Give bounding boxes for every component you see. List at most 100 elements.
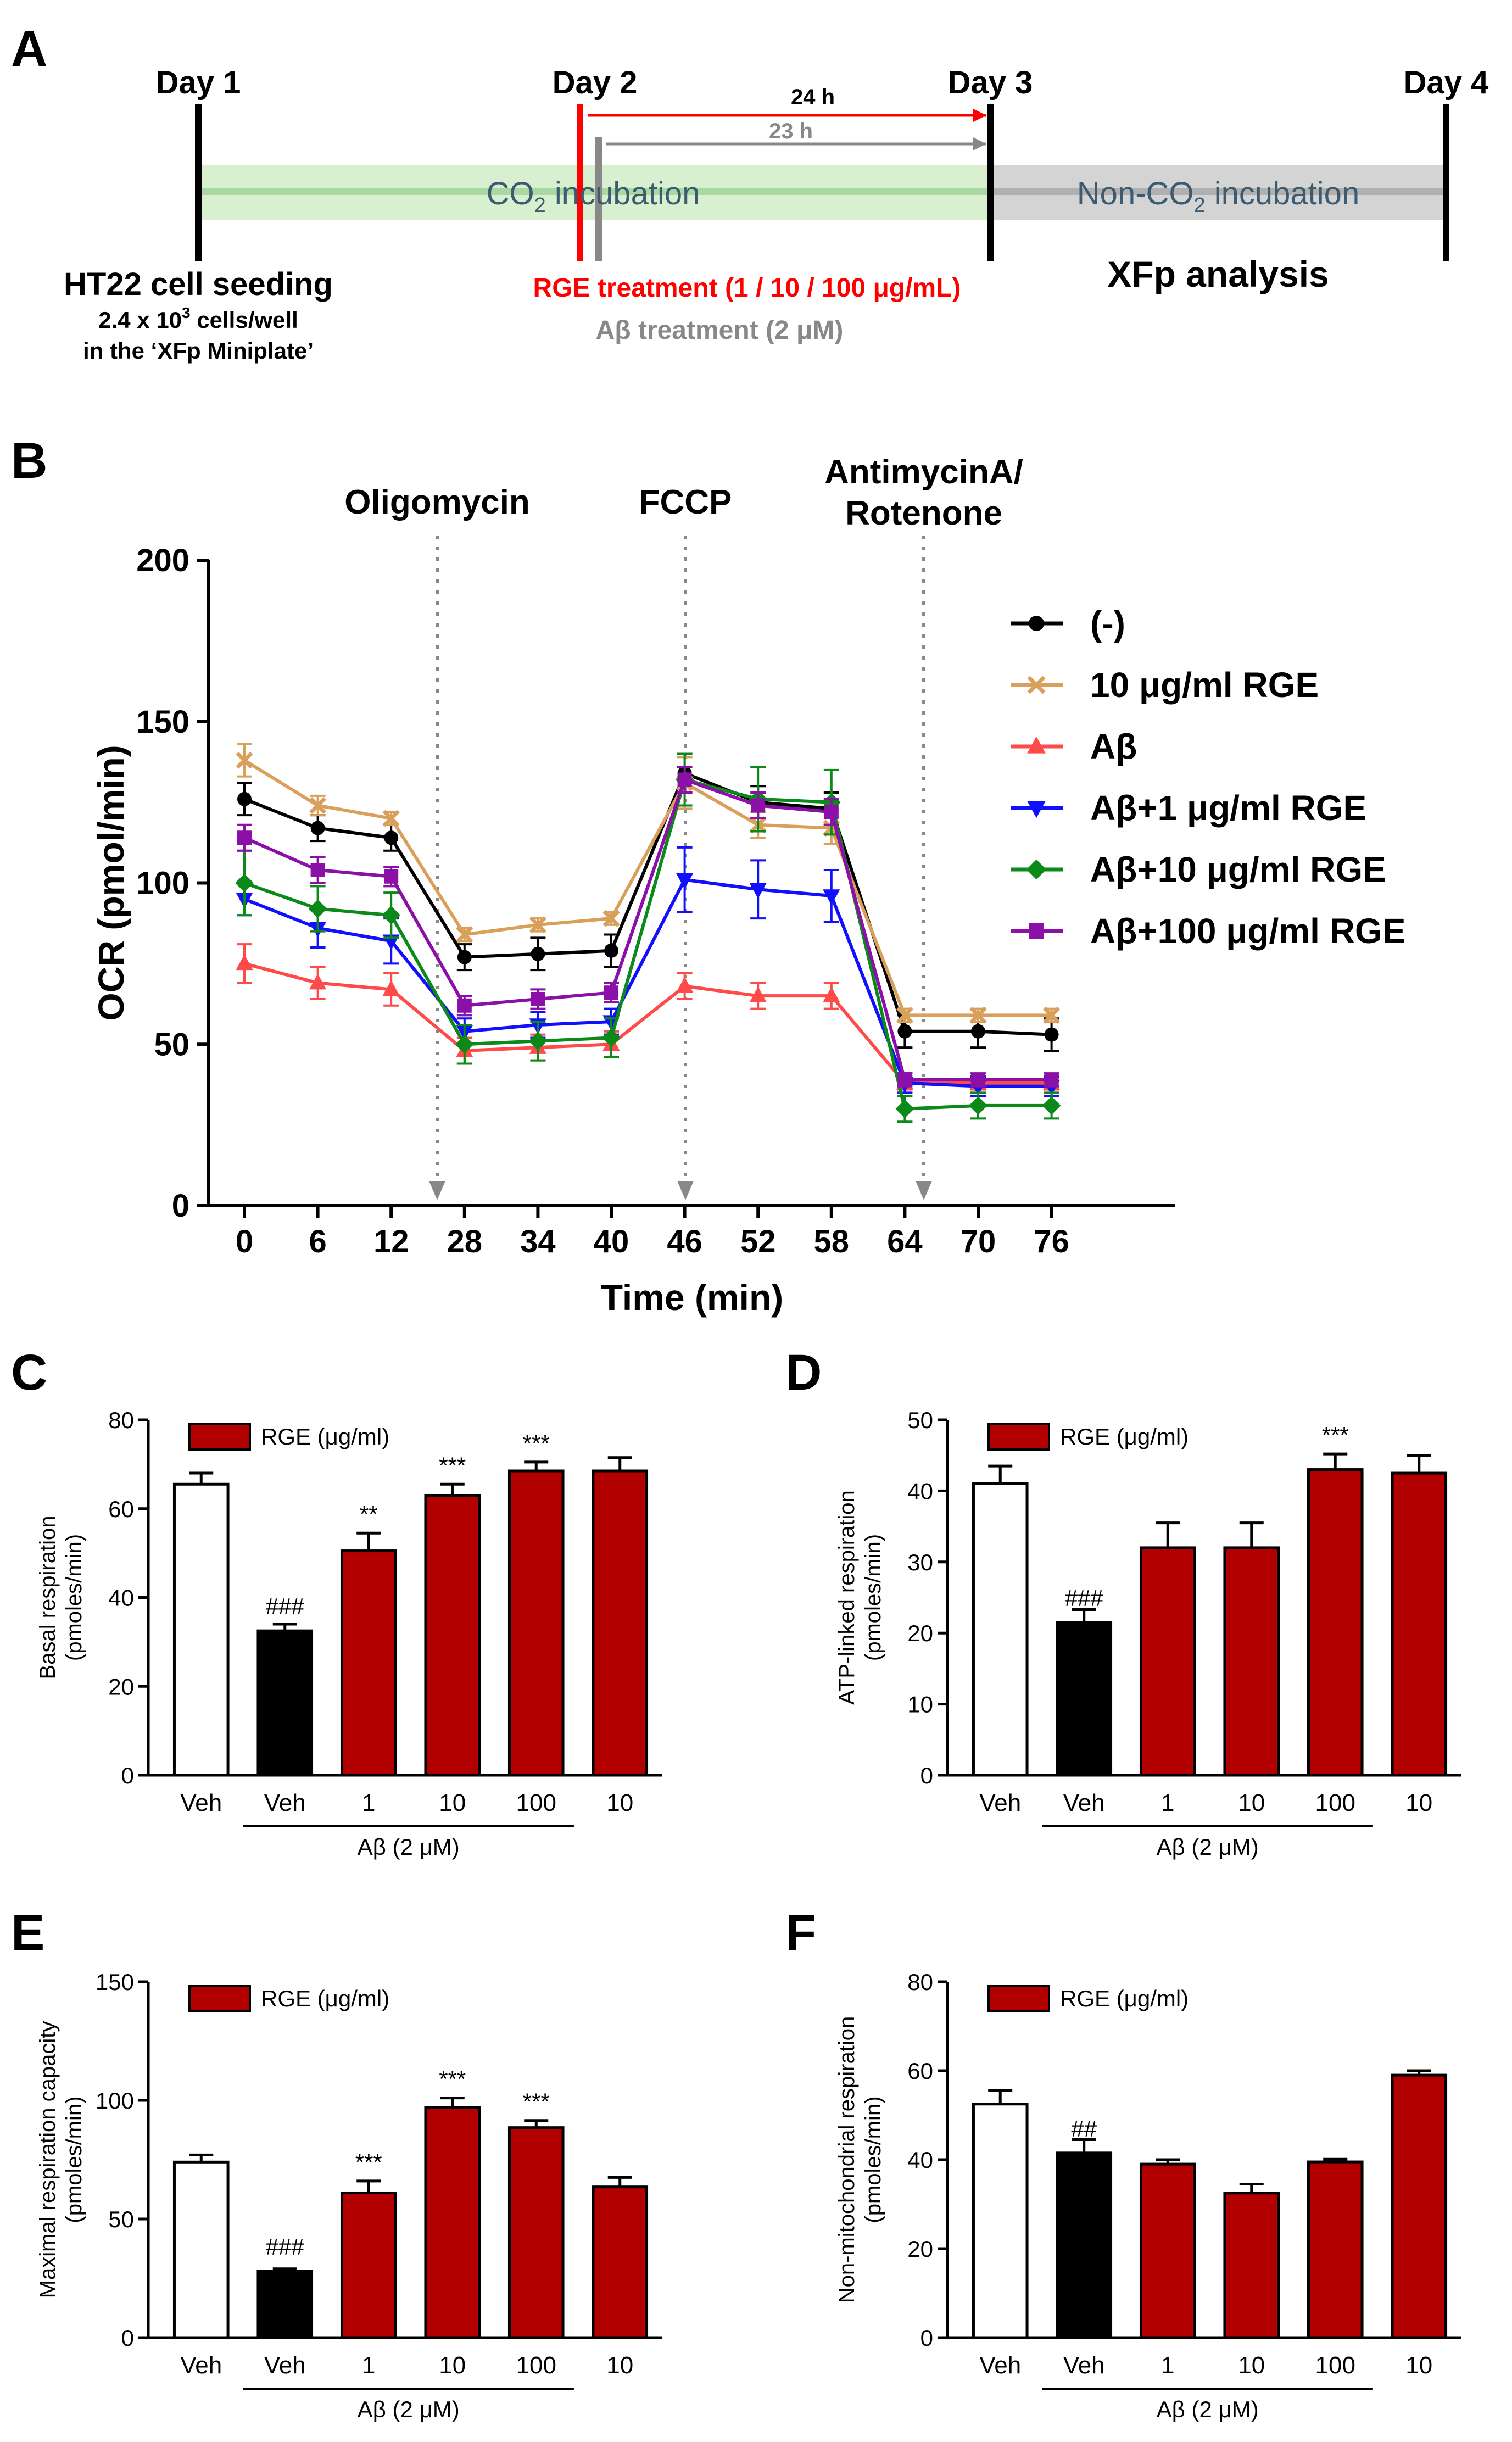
bar-y-tick-label: 20 xyxy=(907,1620,933,1646)
b-data-point xyxy=(384,830,399,845)
bar-category-label: 10 xyxy=(1405,1789,1432,1816)
bar-category-label: Veh xyxy=(264,1789,306,1816)
b-legend-label: (-) xyxy=(1090,604,1125,643)
panel-c-letter: C xyxy=(11,1345,47,1401)
b-data-point xyxy=(457,998,472,1013)
bar-y-axis-title: (pmoles/min) xyxy=(861,2096,885,2223)
bar xyxy=(507,2126,565,2339)
bar-category-label: 1 xyxy=(1161,1789,1174,1816)
rge-treatment-label: RGE treatment (1 / 10 / 100 μg/mL) xyxy=(533,274,961,303)
bar-y-tick-label: 0 xyxy=(121,1763,134,1788)
b-data-point xyxy=(749,883,767,899)
b-legend-label: Aβ+1 μg/ml RGE xyxy=(1090,788,1366,828)
b-data-point xyxy=(455,1035,474,1054)
bar-y-axis-title: ATP-linked respiration xyxy=(835,1490,859,1705)
bar xyxy=(1307,2160,1364,2339)
b-data-point xyxy=(382,980,400,996)
bar-y-tick-label: 20 xyxy=(907,2236,933,2262)
b-data-point xyxy=(235,873,254,893)
b-data-point xyxy=(1043,1006,1061,1024)
b-data-point xyxy=(309,973,327,990)
bar-y-axis-title: Non-mitochondrial respiration xyxy=(835,2016,859,2303)
b-x-tick-label: 46 xyxy=(667,1224,702,1259)
day3-label: Day 3 xyxy=(948,65,1033,101)
abeta-treatment-label: Aβ treatment (2 μM) xyxy=(596,316,844,345)
b-data-point xyxy=(1044,1027,1059,1042)
bar-significance-label: *** xyxy=(1322,1422,1349,1448)
bar xyxy=(424,2106,481,2339)
b-data-point xyxy=(310,821,325,835)
b-data-point xyxy=(1044,1072,1059,1087)
b-x-tick-label: 0 xyxy=(236,1224,253,1259)
b-data-point xyxy=(456,926,473,943)
panel-b-letter: B xyxy=(11,433,47,489)
bar-y-axis-title: (pmoles/min) xyxy=(861,1534,885,1661)
bar-category-label: 10 xyxy=(606,2352,633,2379)
b-series-line xyxy=(244,777,1052,1111)
b-x-tick-label: 76 xyxy=(1034,1224,1069,1259)
bar-significance-label: *** xyxy=(355,2149,382,2175)
day4-label: Day 4 xyxy=(1404,65,1489,101)
bar xyxy=(340,1549,397,1777)
bar-y-tick-label: 100 xyxy=(96,2088,134,2114)
bar-legend-swatch xyxy=(987,1985,1050,2012)
co2-incubation-label: CO2 incubation xyxy=(487,176,700,217)
bar-legend-label: RGE (μg/ml) xyxy=(1060,1424,1189,1449)
b-legend-marker xyxy=(1027,736,1046,754)
bar-significance-label: ### xyxy=(266,2234,305,2260)
bar-group-label: Aβ (2 μM) xyxy=(358,2396,460,2422)
b-x-tick-label: 64 xyxy=(887,1224,923,1259)
non-co2-incubation-label: Non-CO2 incubation xyxy=(1077,176,1359,217)
b-injection-label: AntimycinA/ xyxy=(824,453,1023,491)
b-y-axis-title: OCR (pmol/min) xyxy=(91,745,131,1021)
bar-y-tick-label: 0 xyxy=(920,2325,933,2351)
b-x-tick-label: 70 xyxy=(961,1224,996,1259)
bar xyxy=(1391,1471,1448,1777)
density-label: 2.4 x 103 cells/well xyxy=(98,304,298,333)
bar-group-label: Aβ (2 μM) xyxy=(358,1834,460,1860)
panel-e-maximal-chart: E 0 50 100 150 Maximal respiration capacity (p… xyxy=(11,1905,662,2422)
h23-label: 23 h xyxy=(769,119,813,143)
b-legend-label: Aβ+100 μg/ml RGE xyxy=(1090,911,1405,951)
b-data-point xyxy=(677,772,692,787)
b-data-point xyxy=(604,943,618,958)
b-data-point xyxy=(308,899,327,918)
b-data-point xyxy=(823,986,840,1002)
bar xyxy=(1056,2151,1113,2339)
b-series-0 xyxy=(237,752,1059,1052)
b-series-line xyxy=(243,878,1052,1088)
b-data-point xyxy=(749,986,767,1002)
bar-y-axis-title: Maximal respiration capacity xyxy=(36,2021,60,2299)
b-data-point xyxy=(309,797,327,814)
b-data-point xyxy=(971,1072,985,1087)
bar-category-label: 10 xyxy=(439,1789,466,1816)
b-data-point xyxy=(531,992,545,1006)
b-x-tick-label: 12 xyxy=(373,1224,409,1259)
b-x-axis-title: Time (min) xyxy=(601,1277,783,1318)
bar xyxy=(1307,1468,1364,1777)
bar-group-label: Aβ (2 μM) xyxy=(1157,1834,1259,1860)
bar xyxy=(172,2160,230,2339)
bar xyxy=(172,1482,230,1777)
bar-category-label: 100 xyxy=(1315,2352,1355,2379)
b-data-point xyxy=(971,1024,985,1039)
b-data-point xyxy=(384,869,399,884)
b-injection-label: Oligomycin xyxy=(344,483,530,521)
bar-significance-label: *** xyxy=(523,1430,550,1456)
panel-e-letter: E xyxy=(11,1905,44,1961)
b-injection-arrow xyxy=(916,1181,932,1200)
b-data-point xyxy=(1042,1096,1061,1115)
b-legend-marker xyxy=(1029,616,1044,631)
bar-category-label: 10 xyxy=(606,1789,633,1816)
bar-y-tick-label: 10 xyxy=(907,1692,933,1718)
panel-c-basal-chart: C 0 20 40 60 80 Basal respiration (pmoles/min) V… xyxy=(11,1345,662,1860)
b-x-tick-label: 28 xyxy=(447,1224,483,1259)
b-data-point xyxy=(969,1006,987,1024)
bar-category-label: Veh xyxy=(264,2352,306,2379)
bar-category-label: Veh xyxy=(979,1789,1021,1816)
bar-significance-label: *** xyxy=(439,2066,466,2092)
b-data-point xyxy=(604,985,618,1000)
bar-category-label: 100 xyxy=(1315,1789,1355,1816)
bar-y-axis-title: Basal respiration xyxy=(36,1516,60,1680)
